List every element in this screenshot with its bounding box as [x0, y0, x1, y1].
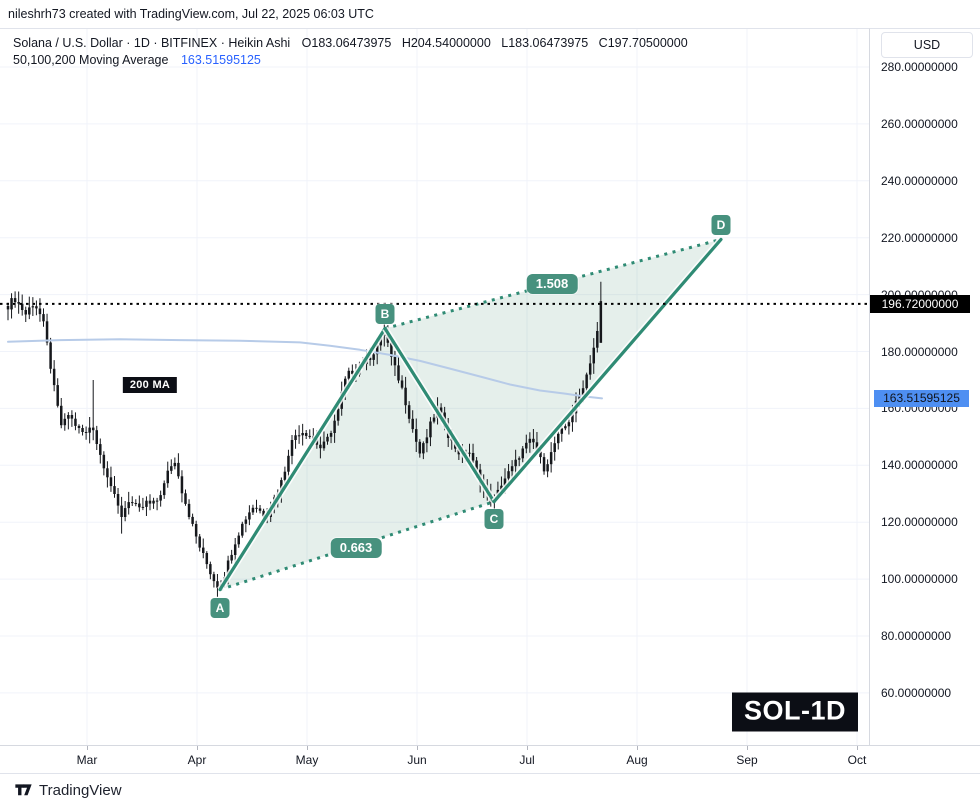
indicator-value: 163.51595125 [180, 53, 261, 67]
tradingview-logo[interactable]: TradingView [14, 781, 122, 800]
time-tick-mark [637, 746, 638, 750]
price-tick-label: 280.00000000 [881, 60, 958, 74]
price-tick-label: 260.00000000 [881, 116, 958, 131]
time-tick-mark [417, 746, 418, 750]
time-tick-label: Sep [736, 753, 758, 767]
pattern-ratio-1508-label[interactable]: 1.508 [526, 274, 578, 294]
time-tick-mark [857, 746, 858, 750]
pattern-point-b-badge[interactable]: B [375, 304, 395, 324]
pattern-point-a-badge[interactable]: A [210, 598, 230, 618]
symbol-watermark-label: SOL-1D [731, 692, 859, 732]
price-tick-label: 140.00000000 [881, 458, 958, 473]
pattern-point-c-badge[interactable]: C [484, 509, 504, 529]
legend-indicator-row: 50,100,200 Moving Average 163.51595125 [13, 52, 695, 69]
indicator-name[interactable]: 50,100,200 Moving Average [13, 53, 169, 67]
currency-toggle-button[interactable]: USD [881, 32, 973, 58]
ohlc-low: L183.06473975 [501, 36, 589, 50]
price-tick-label: 120.00000000 [881, 515, 958, 530]
time-tick-mark [747, 746, 748, 750]
price-axis[interactable]: USD 280.00000000 260.00000000 240.00000000… [869, 28, 980, 745]
ohlc-open: O183.06473975 [301, 36, 392, 50]
tradingview-logo-icon [15, 784, 32, 796]
symbol-title[interactable]: Solana / U.S. Dollar · 1D · BITFINEX · H… [13, 36, 291, 50]
tradingview-brand-text: TradingView [39, 782, 122, 799]
time-tick-label: Aug [626, 753, 648, 767]
time-tick-mark [527, 746, 528, 750]
ohlc-high: H204.54000000 [401, 36, 491, 50]
footer-bar: TradingView [0, 774, 980, 808]
price-tick-label: 220.00000000 [881, 230, 958, 245]
price-tick-label: 180.00000000 [881, 344, 958, 359]
time-tick-mark [87, 746, 88, 750]
pattern-point-d-badge[interactable]: D [711, 215, 731, 235]
price-tick-label: 60.00000000 [881, 685, 952, 700]
price-tick-label: 100.00000000 [881, 572, 958, 587]
top-attribution-bar: nileshrh73 created with TradingView.com,… [0, 0, 980, 28]
chart-legend: Solana / U.S. Dollar · 1D · BITFINEX · H… [13, 35, 695, 69]
attribution-text: nileshrh73 created with TradingView.com,… [8, 7, 374, 21]
time-tick-label: Mar [76, 753, 98, 767]
last-price-badge: 196.72000000 [870, 294, 970, 313]
candlestick-canvas[interactable] [0, 29, 869, 745]
ma-value-badge: 163.51595125 [874, 389, 969, 407]
legend-symbol-row: Solana / U.S. Dollar · 1D · BITFINEX · H… [13, 35, 695, 52]
price-tick-label: 240.00000000 [881, 173, 958, 188]
pattern-ratio-0663-label[interactable]: 0.663 [330, 538, 382, 558]
time-tick-label: Jun [407, 753, 427, 767]
time-tick-label: Apr [187, 753, 207, 767]
time-axis[interactable]: Mar Apr May Jun Jul Aug Sep Oct [0, 745, 980, 774]
ohlc-close: C197.70500000 [598, 36, 688, 50]
time-tick-label: Jul [519, 753, 535, 767]
ma-200-label: 200 MA [122, 377, 178, 393]
price-tick-label: 80.00000000 [881, 629, 952, 643]
time-tick-mark [197, 746, 198, 750]
chart-pane[interactable]: Solana / U.S. Dollar · 1D · BITFINEX · H… [0, 28, 869, 745]
time-tick-label: May [295, 753, 319, 767]
time-tick-mark [307, 746, 308, 750]
time-tick-label: Oct [847, 753, 867, 767]
